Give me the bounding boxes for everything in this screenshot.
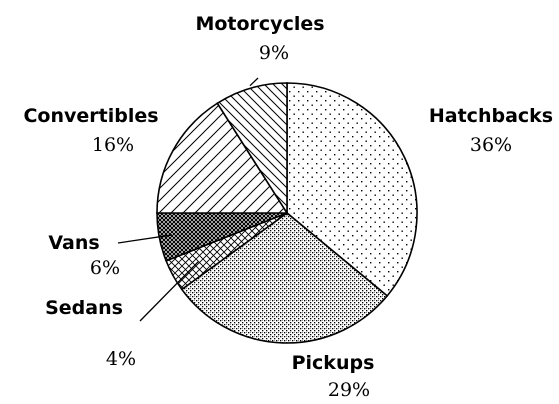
slice-hatchbacks [286, 82, 418, 297]
leader-line-motorcycles [249, 77, 259, 87]
value-label-sedans: 4% [106, 348, 136, 370]
leader-lines [117, 77, 259, 322]
label-pickups: Pickups [292, 352, 375, 374]
pie-slices [156, 82, 418, 344]
label-motorcycles: Motorcycles [195, 13, 324, 35]
value-label-hatchbacks: 36% [470, 134, 512, 156]
slice-pickups [180, 211, 389, 344]
slice-labels: Hatchbacks 36% Pickups 29% Sedans 4% Vans 6% Con… [23, 13, 553, 401]
slice-convertibles [156, 102, 289, 214]
label-sedans: Sedans [45, 297, 123, 319]
value-label-pickups: 29% [328, 379, 370, 401]
value-label-vans: 6% [90, 257, 120, 279]
label-hatchbacks: Hatchbacks [429, 105, 553, 127]
leader-line-vans [117, 234, 173, 244]
value-label-motorcycles: 9% [259, 42, 289, 64]
slice-motorcycles [216, 82, 288, 216]
value-label-convertibles: 16% [92, 134, 134, 156]
label-vans: Vans [48, 232, 99, 254]
label-convertibles: Convertibles [23, 105, 158, 127]
leader-line-sedans [139, 261, 199, 322]
